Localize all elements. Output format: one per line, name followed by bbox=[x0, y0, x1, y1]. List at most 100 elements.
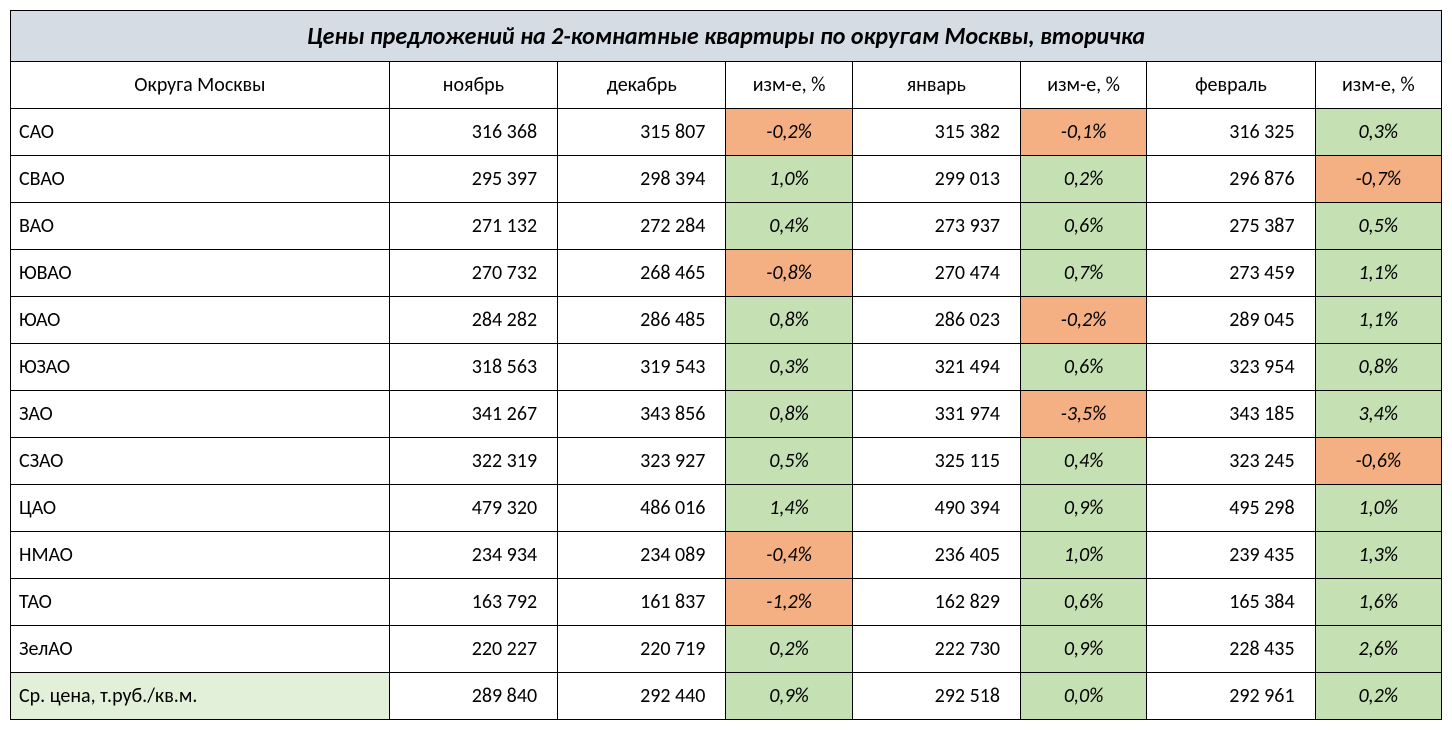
table-row: ЮАО284 282286 4850,8%286 023-0,2%289 045… bbox=[11, 297, 1442, 344]
price-cell: 220 227 bbox=[389, 626, 557, 673]
price-cell: 228 435 bbox=[1147, 626, 1315, 673]
price-cell: 286 023 bbox=[852, 297, 1020, 344]
col-header: изм-е, % bbox=[1021, 62, 1147, 109]
change-cell: 0,0% bbox=[1021, 673, 1147, 720]
change-cell: 0,6% bbox=[1021, 579, 1147, 626]
price-cell: 222 730 bbox=[852, 626, 1020, 673]
price-cell: 495 298 bbox=[1147, 485, 1315, 532]
change-cell: 1,1% bbox=[1315, 297, 1441, 344]
change-cell: 3,4% bbox=[1315, 391, 1441, 438]
change-cell: 0,2% bbox=[726, 626, 852, 673]
price-cell: 271 132 bbox=[389, 203, 557, 250]
change-cell: -0,2% bbox=[726, 109, 852, 156]
district-name: СВАО bbox=[11, 156, 390, 203]
change-cell: 0,7% bbox=[1021, 250, 1147, 297]
price-cell: 239 435 bbox=[1147, 532, 1315, 579]
col-header: февраль bbox=[1147, 62, 1315, 109]
district-name: ЮЗАО bbox=[11, 344, 390, 391]
change-cell: -0,6% bbox=[1315, 438, 1441, 485]
district-name: САО bbox=[11, 109, 390, 156]
table-row: САО316 368315 807-0,2%315 382-0,1%316 32… bbox=[11, 109, 1442, 156]
col-header: Округа Москвы bbox=[11, 62, 390, 109]
price-cell: 284 282 bbox=[389, 297, 557, 344]
table-row: ЮЗАО318 563319 5430,3%321 4940,6%323 954… bbox=[11, 344, 1442, 391]
price-cell: 162 829 bbox=[852, 579, 1020, 626]
district-name: ЗелАО bbox=[11, 626, 390, 673]
col-header: ноябрь bbox=[389, 62, 557, 109]
change-cell: 0,4% bbox=[1021, 438, 1147, 485]
price-cell: 273 937 bbox=[852, 203, 1020, 250]
price-cell: 323 954 bbox=[1147, 344, 1315, 391]
price-cell: 165 384 bbox=[1147, 579, 1315, 626]
price-cell: 322 319 bbox=[389, 438, 557, 485]
change-cell: 1,6% bbox=[1315, 579, 1441, 626]
change-cell: -0,7% bbox=[1315, 156, 1441, 203]
price-cell: 325 115 bbox=[852, 438, 1020, 485]
col-header: изм-е, % bbox=[1315, 62, 1441, 109]
change-cell: 0,6% bbox=[1021, 203, 1147, 250]
price-cell: 236 405 bbox=[852, 532, 1020, 579]
change-cell: 0,4% bbox=[726, 203, 852, 250]
table-body: САО316 368315 807-0,2%315 382-0,1%316 32… bbox=[11, 109, 1442, 720]
table-title: Цены предложений на 2-комнатные квартиры… bbox=[11, 11, 1442, 62]
table-row: ЗАО341 267343 8560,8%331 974-3,5%343 185… bbox=[11, 391, 1442, 438]
change-cell: -0,4% bbox=[726, 532, 852, 579]
price-cell: 289 840 bbox=[389, 673, 557, 720]
price-cell: 295 397 bbox=[389, 156, 557, 203]
district-name: ЗАО bbox=[11, 391, 390, 438]
change-cell: 0,5% bbox=[1315, 203, 1441, 250]
price-cell: 268 465 bbox=[558, 250, 726, 297]
change-cell: 0,3% bbox=[1315, 109, 1441, 156]
price-cell: 321 494 bbox=[852, 344, 1020, 391]
change-cell: 0,3% bbox=[726, 344, 852, 391]
price-cell: 161 837 bbox=[558, 579, 726, 626]
change-cell: 0,9% bbox=[726, 673, 852, 720]
price-cell: 343 185 bbox=[1147, 391, 1315, 438]
change-cell: 1,4% bbox=[726, 485, 852, 532]
price-cell: 318 563 bbox=[389, 344, 557, 391]
price-cell: 296 876 bbox=[1147, 156, 1315, 203]
table-row: ЗелАО220 227220 7190,2%222 7300,9%228 43… bbox=[11, 626, 1442, 673]
change-cell: -1,2% bbox=[726, 579, 852, 626]
district-name: СЗАО bbox=[11, 438, 390, 485]
change-cell: 1,1% bbox=[1315, 250, 1441, 297]
district-name: ТАО bbox=[11, 579, 390, 626]
district-name: ЮАО bbox=[11, 297, 390, 344]
district-name: ЦАО bbox=[11, 485, 390, 532]
change-cell: 0,8% bbox=[1315, 344, 1441, 391]
change-cell: 0,2% bbox=[1021, 156, 1147, 203]
price-cell: 270 474 bbox=[852, 250, 1020, 297]
table-row: СЗАО322 319323 9270,5%325 1150,4%323 245… bbox=[11, 438, 1442, 485]
price-cell: 292 518 bbox=[852, 673, 1020, 720]
col-header: январь bbox=[852, 62, 1020, 109]
price-cell: 292 961 bbox=[1147, 673, 1315, 720]
change-cell: 0,2% bbox=[1315, 673, 1441, 720]
price-cell: 486 016 bbox=[558, 485, 726, 532]
change-cell: 1,0% bbox=[1021, 532, 1147, 579]
price-cell: 490 394 bbox=[852, 485, 1020, 532]
table-row: НМАО234 934234 089-0,4%236 4051,0%239 43… bbox=[11, 532, 1442, 579]
change-cell: 1,0% bbox=[1315, 485, 1441, 532]
district-name: НМАО bbox=[11, 532, 390, 579]
district-name: ЮВАО bbox=[11, 250, 390, 297]
price-cell: 323 245 bbox=[1147, 438, 1315, 485]
price-cell: 331 974 bbox=[852, 391, 1020, 438]
price-cell: 315 807 bbox=[558, 109, 726, 156]
district-name: Ср. цена, т.руб./кв.м. bbox=[11, 673, 390, 720]
price-cell: 298 394 bbox=[558, 156, 726, 203]
table-row: ТАО163 792161 837-1,2%162 8290,6%165 384… bbox=[11, 579, 1442, 626]
price-cell: 220 719 bbox=[558, 626, 726, 673]
table-row: ЮВАО270 732268 465-0,8%270 4740,7%273 45… bbox=[11, 250, 1442, 297]
price-cell: 270 732 bbox=[389, 250, 557, 297]
price-cell: 292 440 bbox=[558, 673, 726, 720]
change-cell: 0,8% bbox=[726, 391, 852, 438]
price-cell: 163 792 bbox=[389, 579, 557, 626]
change-cell: -3,5% bbox=[1021, 391, 1147, 438]
price-cell: 234 934 bbox=[389, 532, 557, 579]
price-cell: 234 089 bbox=[558, 532, 726, 579]
district-name: ВАО bbox=[11, 203, 390, 250]
header-row: Округа Москвы ноябрь декабрь изм-е, % ян… bbox=[11, 62, 1442, 109]
price-cell: 316 325 bbox=[1147, 109, 1315, 156]
change-cell: -0,1% bbox=[1021, 109, 1147, 156]
price-cell: 273 459 bbox=[1147, 250, 1315, 297]
